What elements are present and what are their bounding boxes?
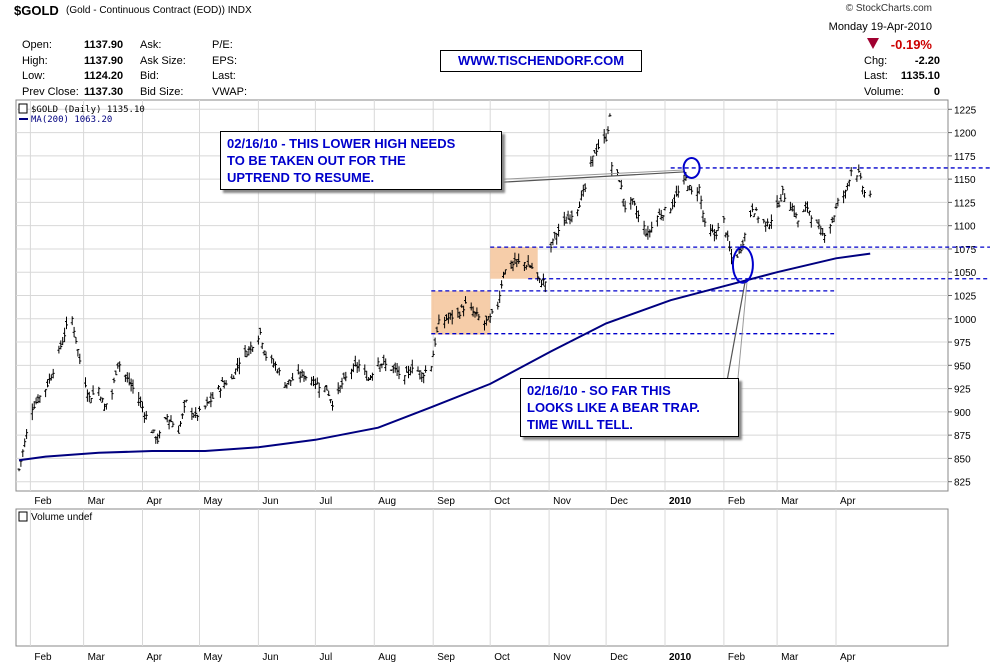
x-tick-label: Feb: [34, 496, 52, 507]
y-tick-label: 975: [954, 338, 971, 349]
quote-open-label: Open:: [22, 39, 52, 51]
annotation-bear-trap: 02/16/10 - SO FAR THIS LOOKS LIKE A BEAR…: [520, 378, 739, 437]
quote-last2-label: Last:: [864, 70, 888, 82]
volume-x-tick-label: Mar: [88, 652, 106, 663]
quote-vwap-label: VWAP:: [212, 86, 248, 98]
x-tick-label: 2010: [669, 496, 692, 507]
consolidation-box: [490, 247, 538, 279]
quote-volume-value: 0: [933, 86, 940, 98]
volume-x-tick-label: Mar: [781, 652, 799, 663]
quote-prevclose-label: Prev Close:: [22, 86, 79, 98]
quote-bidsize-label: Bid Size:: [140, 86, 184, 98]
quote-high-label: High:: [22, 55, 48, 67]
quote-pe-label: P/E:: [212, 39, 233, 51]
y-tick-label: 825: [954, 478, 971, 489]
legend-ma: MA(200) 1063.20: [31, 115, 112, 125]
change-percent: -0.19%: [890, 37, 932, 52]
volume-x-tick-label: May: [204, 652, 223, 663]
brand-watermark: © StockCharts.com: [845, 3, 932, 14]
y-tick-label: 1100: [954, 222, 976, 233]
callout-pointer: [487, 169, 684, 181]
quote-last-label: Last:: [212, 70, 236, 82]
y-tick-label: 1050: [954, 268, 977, 279]
website-label: WWW.TISCHENDORF.COM: [440, 50, 642, 72]
callout-pointer: [724, 282, 746, 393]
quote-chg-value: -2.20: [914, 55, 940, 67]
y-tick-label: 1025: [954, 292, 977, 303]
volume-x-tick-label: Oct: [494, 652, 510, 663]
circled-point: [682, 156, 701, 179]
volume-x-tick-label: Jul: [319, 652, 332, 663]
quote-bid-label: Bid:: [140, 70, 159, 82]
x-tick-label: Feb: [728, 496, 746, 507]
annotation-lower-high: 02/16/10 - THIS LOWER HIGH NEEDS TO BE T…: [220, 131, 502, 190]
volume-x-tick-label: Dec: [610, 652, 628, 663]
quote-ask-label: Ask:: [140, 39, 162, 51]
volume-x-tick-label: Sep: [437, 652, 455, 663]
y-tick-label: 1000: [954, 315, 977, 326]
circled-point: [731, 245, 754, 284]
quote-low-value: 1124.20: [84, 70, 124, 82]
quote-prevclose-value: 1137.30: [84, 86, 124, 98]
y-tick-label: 1200: [954, 129, 977, 140]
volume-x-tick-label: Feb: [34, 652, 52, 663]
volume-x-tick-label: Aug: [378, 652, 396, 663]
x-tick-label: Mar: [88, 496, 106, 507]
y-tick-label: 850: [954, 454, 971, 465]
ticker-symbol: $GOLD: [14, 3, 59, 18]
x-tick-label: Oct: [494, 496, 510, 507]
volume-x-tick-label: Apr: [147, 652, 163, 663]
x-tick-label: Aug: [378, 496, 396, 507]
x-tick-label: Dec: [610, 496, 628, 507]
ma200-line: [18, 252, 871, 462]
x-tick-label: Apr: [840, 496, 856, 507]
x-tick-label: Apr: [147, 496, 163, 507]
y-tick-label: 925: [954, 385, 971, 396]
volume-label: Volume undef: [31, 512, 92, 523]
consolidation-box: [431, 290, 491, 335]
y-tick-label: 900: [954, 408, 971, 419]
y-tick-label: 1175: [954, 152, 976, 163]
volume-x-tick-label: Feb: [728, 652, 746, 663]
volume-x-tick-label: Jun: [262, 652, 278, 663]
quote-eps-label: EPS:: [212, 55, 238, 67]
legend-price: $GOLD (Daily) 1135.10: [31, 105, 145, 115]
quote-date: Monday 19-Apr-2010: [828, 21, 932, 33]
y-tick-label: 1075: [954, 245, 977, 256]
quote-last2-value: 1135.10: [900, 70, 940, 82]
y-tick-label: 1150: [954, 175, 976, 186]
x-tick-label: Nov: [553, 496, 571, 507]
chart-subtitle: (Gold - Continuous Contract (EOD)) INDX: [66, 5, 252, 16]
quote-chg-label: Chg:: [864, 55, 888, 67]
quote-open-value: 1137.90: [84, 39, 124, 51]
x-tick-label: Mar: [781, 496, 799, 507]
x-tick-label: Jun: [262, 496, 278, 507]
quote-volume-label: Volume:: [864, 86, 904, 98]
callout-pointer: [487, 171, 684, 184]
x-tick-label: Jul: [319, 496, 332, 507]
quote-asksize-label: Ask Size:: [140, 55, 186, 67]
volume-x-tick-label: Nov: [553, 652, 571, 663]
x-tick-label: May: [204, 496, 223, 507]
down-arrow-icon: [867, 38, 879, 49]
volume-x-tick-label: 2010: [669, 652, 692, 663]
volume-x-tick-label: Apr: [840, 652, 856, 663]
x-tick-label: Sep: [437, 496, 455, 507]
y-tick-label: 1125: [954, 198, 976, 209]
y-tick-label: 1225: [954, 105, 977, 116]
y-tick-label: 950: [954, 361, 971, 372]
legend-swatch-price: [18, 103, 28, 114]
legend-swatch-volume: [18, 511, 28, 522]
quote-high-value: 1137.90: [84, 55, 124, 67]
quote-low-label: Low:: [22, 70, 46, 82]
callout-pointer: [737, 282, 748, 379]
y-tick-label: 875: [954, 431, 971, 442]
volume-panel: [15, 508, 949, 647]
